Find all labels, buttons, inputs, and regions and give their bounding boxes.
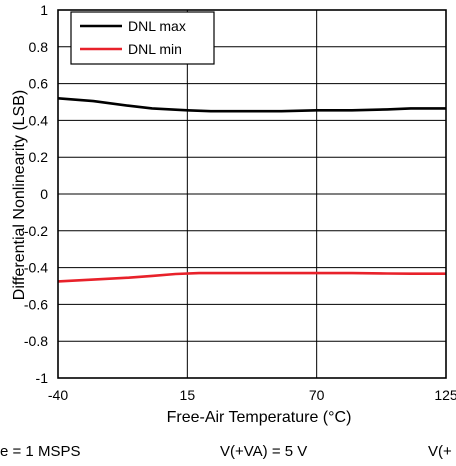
x-tick-label: 15 [180,387,196,403]
legend-label-dnl-max: DNL max [128,18,186,34]
series-line-dnl-max [57,97,446,113]
x-tick-label: 125 [434,387,456,403]
grid [57,9,447,379]
series-lines [57,97,446,283]
y-tick-label: 0.4 [29,112,49,128]
condition-sample-rate: e = 1 MSPS [0,443,80,460]
x-tick-labels: -40 15 70 125 [48,387,456,403]
y-tick-labels: -1 -0.8 -0.6 -0.4 -0.2 0 0.2 0.4 0.6 0.8 1 [24,2,48,386]
y-tick-label: 0 [40,186,48,202]
x-axis-title: Free-Air Temperature (°C) [167,409,352,426]
x-tick-label: 70 [309,387,325,403]
y-tick-label: 0.2 [29,149,49,165]
series-line-dnl-min [57,271,446,283]
legend-label-dnl-min: DNL min [128,41,182,57]
legend: DNL max DNL min [70,11,215,65]
y-tick-label: 0.8 [29,39,49,55]
y-tick-label: -0.4 [24,260,48,276]
condition-supply-voltage: V(+VA) = 5 V [220,443,307,460]
y-tick-label: 0.6 [29,76,49,92]
plot-frame [57,9,447,379]
y-tick-label: -0.8 [24,333,48,349]
x-tick-label: -40 [48,387,68,403]
y-tick-label: 1 [40,2,48,18]
y-tick-label: -1 [36,370,49,386]
y-axis-title: Differential Nonlinearity (LSB) [11,90,28,300]
legend-box [70,11,215,65]
condition-truncated: V(+ [428,443,452,460]
y-tick-label: -0.2 [24,223,48,239]
y-tick-label: -0.6 [24,296,48,312]
